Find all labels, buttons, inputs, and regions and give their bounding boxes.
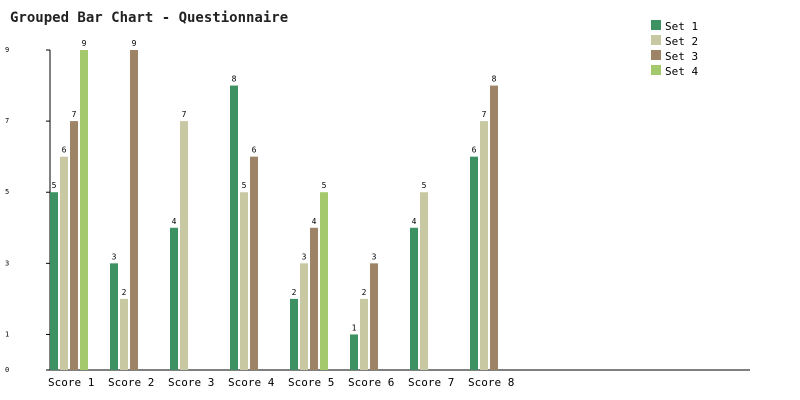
bar-set-2 [420,192,428,370]
y-tick-label: 5 [5,188,9,196]
bar-data-label: 4 [312,217,317,226]
bar-data-label: 3 [112,252,117,261]
bar-set-1 [470,156,478,370]
bar-data-label: 5 [242,181,247,190]
bar-set-4 [320,192,328,370]
legend-swatch [651,50,661,60]
y-tick-label: 0 [5,366,9,374]
bar-set-3 [490,85,498,371]
axes: 0 1 3 5 7 9 Score 1 Score 2 Score 3 Score 4 Score … [5,46,750,389]
bar-set-1 [170,227,178,370]
bar-data-label: 4 [412,217,417,226]
legend: Set 1 Set 2 Set 3 Set 4 [651,20,698,78]
bar-data-label: 2 [362,288,367,297]
bar-set-3 [310,227,318,370]
bar-set-1 [230,85,238,371]
bar-set-1 [410,227,418,370]
bar-set-3 [130,50,138,370]
bar-data-label: 8 [492,75,497,84]
legend-label: Set 1 [665,20,698,33]
bars: 5 3 4 8 2 1 4 6 6 2 7 5 3 2 5 7 7 9 6 4 3 8 9 5 [50,39,498,371]
bar-data-label: 2 [292,288,297,297]
bar-data-label: 7 [182,110,187,119]
bar-set-2 [240,192,248,370]
x-tick-label: Score 2 [108,376,154,389]
bar-set-1 [350,334,358,370]
bar-data-label: 1 [352,323,357,332]
bar-data-label: 7 [72,110,77,119]
bar-set-4 [80,50,88,370]
legend-label: Set 3 [665,50,698,63]
bar-set-2 [360,298,368,370]
x-tick-label: Score 6 [348,376,394,389]
y-tick-label: 9 [5,46,9,54]
bar-set-2 [480,121,488,370]
x-tick-label: Score 7 [408,376,454,389]
legend-label: Set 4 [665,65,698,78]
bar-data-label: 9 [82,39,87,48]
bar-data-label: 3 [372,252,377,261]
y-tick-label: 7 [5,117,9,125]
bar-data-label: 4 [172,217,177,226]
x-tick-label: Score 3 [168,376,214,389]
bar-data-label: 7 [482,110,487,119]
bar-data-label: 6 [252,146,257,155]
y-tick-label: 1 [5,330,9,338]
bar-data-label: 5 [322,181,327,190]
x-tick-label: Score 1 [48,376,94,389]
legend-swatch [651,35,661,45]
x-tick-label: Score 8 [468,376,514,389]
legend-label: Set 2 [665,35,698,48]
y-tick-label: 3 [5,259,9,267]
chart-title: Grouped Bar Chart - Questionnaire [10,10,288,26]
bar-data-label: 6 [472,146,477,155]
bar-set-2 [180,121,188,370]
bar-data-label: 8 [232,75,237,84]
bar-set-2 [60,156,68,370]
bar-data-label: 3 [302,252,307,261]
bar-data-label: 5 [422,181,427,190]
bar-set-3 [370,263,378,370]
bar-data-label: 9 [132,39,137,48]
bar-set-1 [50,192,58,370]
legend-swatch [651,20,661,30]
bar-set-3 [70,121,78,370]
bar-data-label: 2 [122,288,127,297]
x-tick-label: Score 5 [288,376,334,389]
bar-set-2 [120,298,128,370]
bar-set-3 [250,156,258,370]
bar-set-2 [300,263,308,370]
bar-data-label: 5 [52,181,57,190]
x-tick-label: Score 4 [228,376,275,389]
bar-set-1 [290,298,298,370]
bar-set-1 [110,263,118,370]
bar-data-label: 6 [62,146,67,155]
legend-swatch [651,65,661,75]
